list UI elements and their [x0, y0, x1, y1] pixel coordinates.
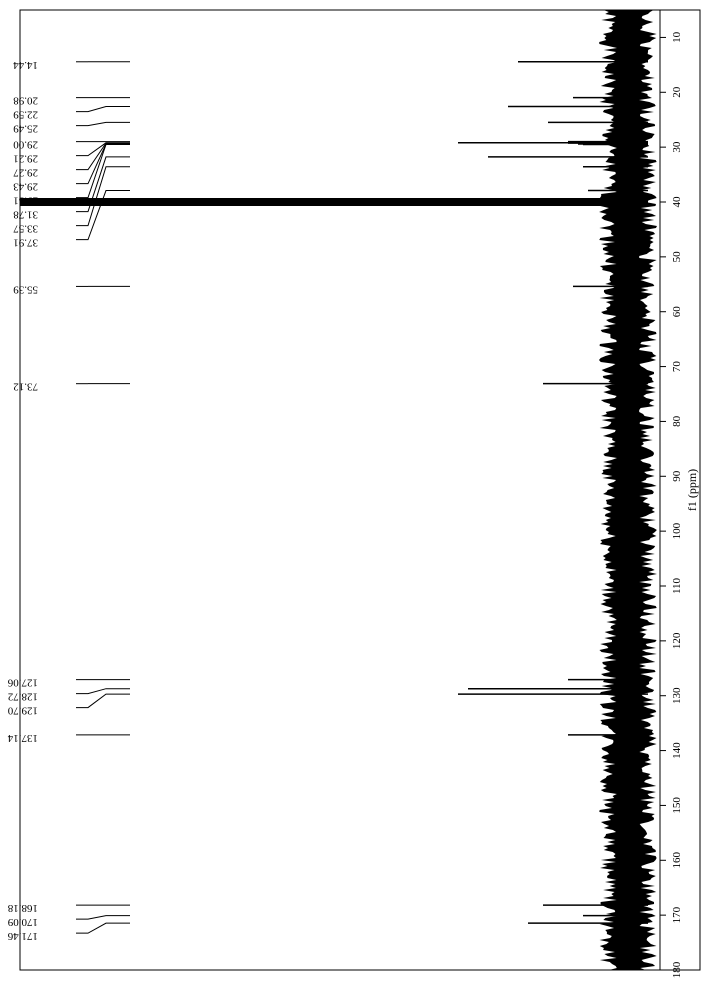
svg-text:168.18: 168.18 — [7, 902, 38, 914]
svg-text:30: 30 — [671, 141, 683, 153]
svg-text:129.70: 129.70 — [7, 705, 38, 717]
svg-text:31.78: 31.78 — [13, 209, 38, 221]
svg-text:20.98: 20.98 — [13, 95, 38, 107]
svg-text:140: 140 — [671, 742, 683, 759]
svg-text:29.43: 29.43 — [13, 181, 38, 193]
svg-text:60: 60 — [671, 306, 683, 318]
svg-text:171.46: 171.46 — [7, 930, 38, 942]
svg-text:10: 10 — [671, 31, 683, 43]
svg-text:180: 180 — [671, 961, 683, 978]
svg-text:127.06: 127.06 — [7, 677, 38, 689]
svg-text:73.12: 73.12 — [13, 381, 38, 393]
svg-text:29.27: 29.27 — [13, 167, 38, 179]
spectrum-svg: 10 20 30 40 50 60 70 80 90 100 110 120 130 140 150 160 1… — [0, 0, 709, 1000]
svg-text:100: 100 — [671, 522, 683, 539]
svg-text:120: 120 — [671, 632, 683, 649]
svg-text:40: 40 — [671, 196, 683, 208]
svg-text:33.57: 33.57 — [13, 223, 38, 235]
svg-text:29.51: 29.51 — [13, 195, 38, 207]
svg-text:70: 70 — [671, 361, 683, 373]
svg-text:22.59: 22.59 — [13, 109, 38, 121]
svg-text:150: 150 — [671, 797, 683, 814]
svg-text:110: 110 — [671, 577, 683, 594]
svg-text:29.21: 29.21 — [13, 153, 38, 165]
svg-text:128.72: 128.72 — [8, 691, 38, 703]
nmr-spectrum-figure: 10 20 30 40 50 60 70 80 90 100 110 120 130 140 150 160 1… — [0, 0, 709, 1000]
svg-text:130: 130 — [671, 687, 683, 704]
svg-text:50: 50 — [671, 251, 683, 263]
svg-text:25.49: 25.49 — [13, 123, 38, 135]
svg-text:f1 (ppm): f1 (ppm) — [685, 469, 699, 511]
svg-text:90: 90 — [671, 470, 683, 482]
svg-text:80: 80 — [671, 415, 683, 427]
svg-text:55.39: 55.39 — [13, 283, 38, 295]
svg-text:37.91: 37.91 — [13, 237, 38, 249]
svg-text:160: 160 — [671, 852, 683, 869]
svg-text:29.00: 29.00 — [13, 139, 38, 151]
svg-text:170: 170 — [671, 906, 683, 923]
svg-text:137.14: 137.14 — [7, 732, 38, 744]
svg-text:14.44: 14.44 — [13, 59, 38, 71]
svg-text:20: 20 — [671, 86, 683, 98]
svg-text:170.09: 170.09 — [7, 916, 38, 928]
